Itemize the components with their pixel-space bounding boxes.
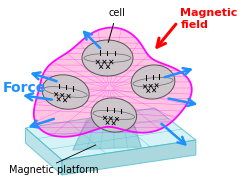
Ellipse shape — [91, 98, 137, 132]
Ellipse shape — [82, 40, 133, 76]
Ellipse shape — [131, 65, 175, 99]
Polygon shape — [73, 118, 141, 150]
Polygon shape — [26, 128, 62, 175]
Polygon shape — [62, 140, 196, 175]
Ellipse shape — [42, 75, 89, 109]
Text: Magnetic platform: Magnetic platform — [9, 165, 99, 175]
Text: cell: cell — [108, 8, 125, 42]
Text: Force: Force — [3, 81, 46, 95]
Polygon shape — [34, 28, 192, 137]
Polygon shape — [34, 28, 192, 137]
Text: Magnetic
field: Magnetic field — [180, 8, 238, 30]
Polygon shape — [34, 28, 192, 137]
Polygon shape — [26, 108, 196, 160]
